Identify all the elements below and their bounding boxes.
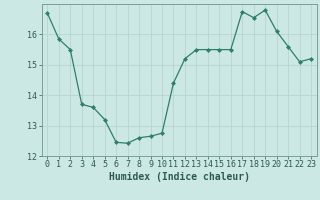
X-axis label: Humidex (Indice chaleur): Humidex (Indice chaleur) [109,172,250,182]
